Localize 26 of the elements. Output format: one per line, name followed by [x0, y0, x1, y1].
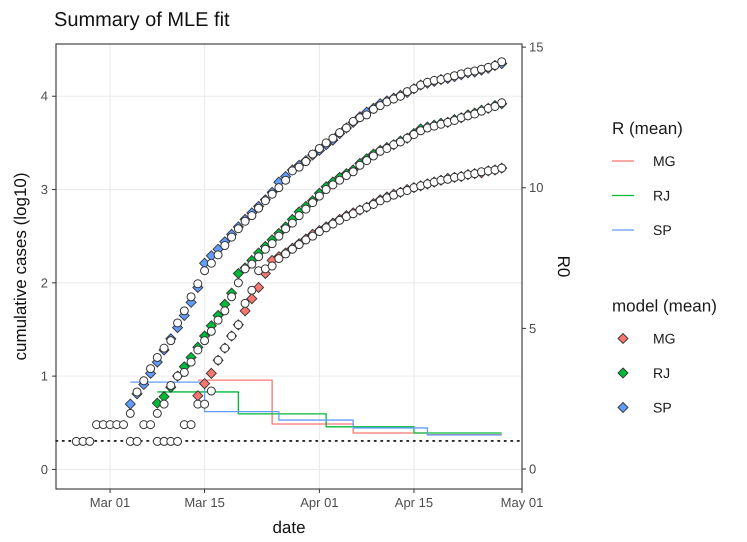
y2-axis-title: R0 [554, 256, 573, 278]
legend-label: RJ [653, 188, 670, 204]
legend-label: MG [653, 330, 676, 346]
x-tick-label: Mar 01 [90, 495, 130, 510]
x-tick-label: May 01 [500, 495, 544, 510]
y-tick-label: 1 [40, 368, 48, 384]
y-tick-label: 4 [40, 88, 48, 104]
text: model (mean) [612, 296, 717, 316]
y2-tick-label: 5 [529, 320, 536, 336]
y-tick-label: 3 [40, 182, 48, 198]
y-axis-title: cumulative cases (log10) [11, 172, 30, 361]
x-axis-title: date [272, 518, 306, 537]
legend-label: RJ [653, 365, 670, 381]
y-tick-label: 2 [40, 275, 48, 290]
y2-tick-label: 0 [529, 462, 536, 477]
x-tick-label: Apr 15 [394, 495, 434, 510]
x-tick-label: Apr 01 [300, 495, 339, 510]
y2-tick-label: 10 [529, 180, 544, 196]
legend-label: SP [653, 400, 672, 416]
legend-label: SP [653, 222, 672, 238]
y-tick-label: 0 [40, 462, 48, 477]
y2-tick-label: 15 [529, 40, 544, 55]
text: R (mean) [612, 119, 683, 138]
x-tick-label: Mar 15 [184, 495, 225, 510]
chart-title: Summary of MLE fit [54, 9, 230, 31]
legend-label: MG [653, 153, 676, 169]
